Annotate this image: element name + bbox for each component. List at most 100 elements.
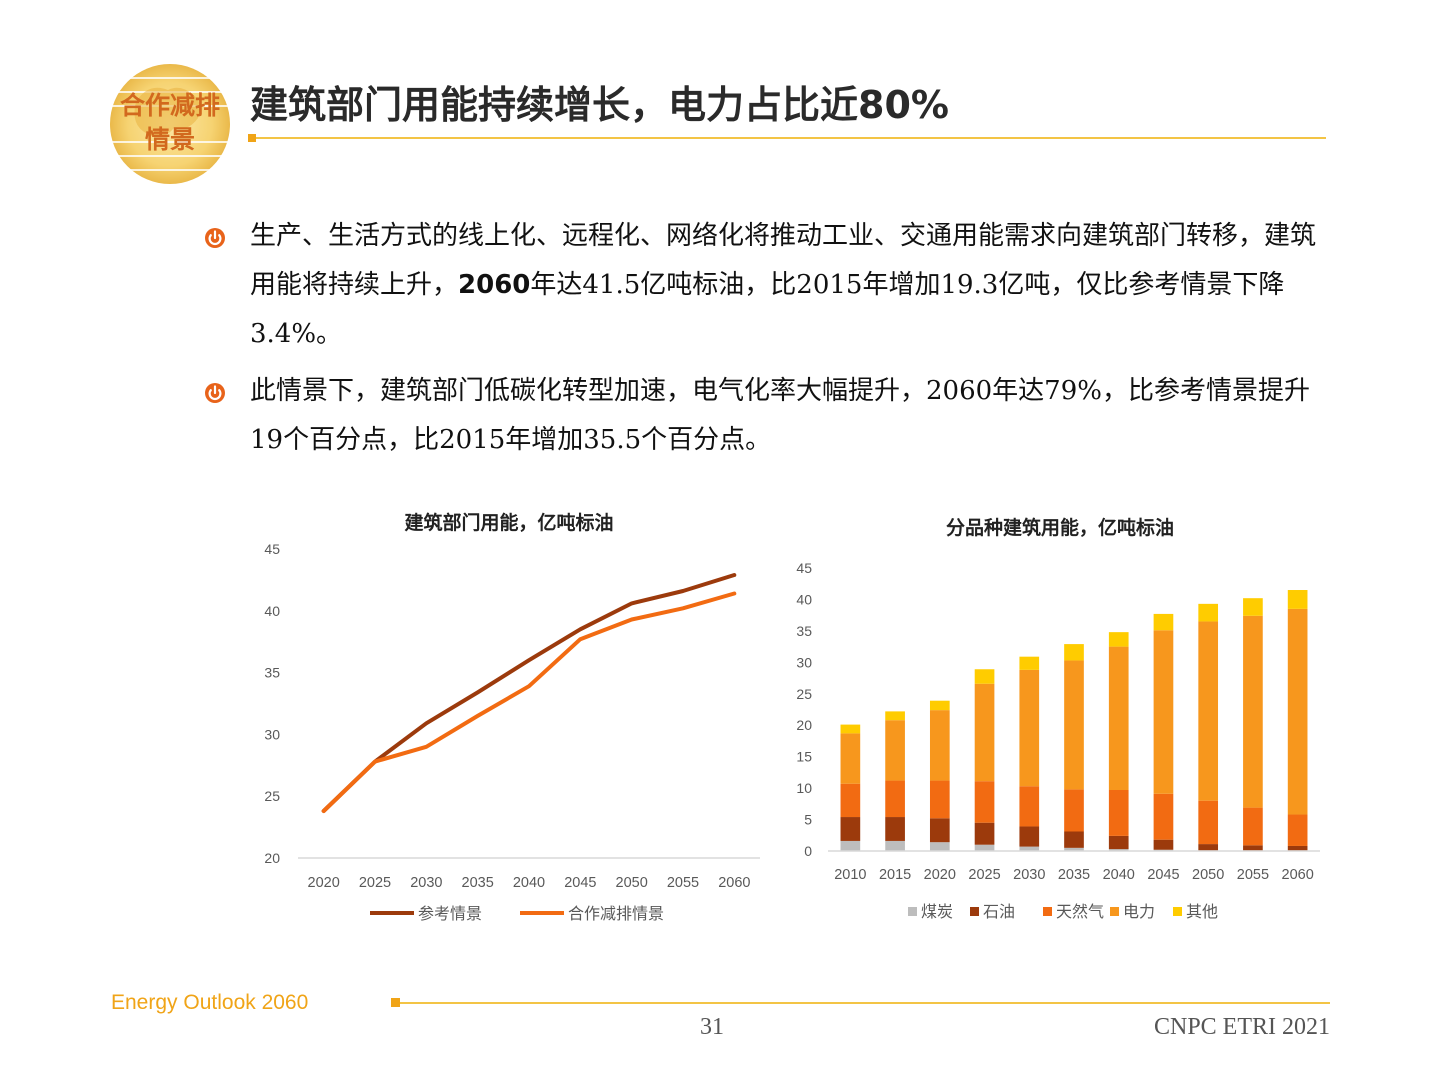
footer-divider-marker [391,998,400,1007]
bar-segment [1243,598,1263,616]
bar-segment [1019,826,1040,847]
x-tick-label: 2020 [924,867,956,883]
y-tick-label: 10 [796,780,812,796]
footer-report-name: Energy Outlook 2060 [111,991,309,1014]
bar-segment [974,822,995,845]
bullet-item-1: 生产、生活方式的线上化、远程化、网络化将推动工业、交通用能需求向建筑部门转移，建… [200,212,1335,359]
line-chart-title: 建筑部门用能，亿吨标油 [404,511,613,534]
bar-segment [840,724,861,734]
y-tick-label: 20 [796,717,812,733]
x-tick-label: 2050 [1192,867,1224,883]
bar-segment [1153,613,1174,631]
logo-text-line2: 情景 [145,125,195,154]
x-tick-label: 2045 [564,875,596,891]
series-line-2 [321,591,737,813]
y-tick-label: 35 [796,623,812,639]
bar-segment [885,840,905,851]
bar-segment [1287,845,1308,851]
legend-label: 参考情景 [418,904,482,923]
power-icon [205,228,225,248]
bar-segment [1243,615,1263,808]
legend-swatch [1110,907,1119,916]
legend-swatch [1173,907,1182,916]
x-tick-label: 2055 [1237,867,1269,883]
bar-segment [1287,608,1308,815]
y-tick-label: 40 [264,603,280,619]
bar-segment [840,840,861,851]
bar-segment [1198,621,1219,801]
legend-label: 合作减排情景 [568,904,664,923]
power-icon [205,383,225,403]
logo-text-line1: 合作减排 [120,91,220,120]
y-tick-label: 5 [804,812,812,828]
legend-label: 煤炭 [921,902,953,921]
x-tick-label: 2040 [1103,867,1135,883]
bar-segment [1019,786,1040,827]
bar-segment [1108,632,1129,647]
bar-segment [1287,814,1308,846]
bar-segment [1064,847,1084,851]
bar-segment [885,780,905,818]
bar-segment [1019,669,1040,787]
bar-segment [1198,800,1219,845]
bar-segment [1243,807,1263,846]
legend-label: 电力 [1123,902,1155,921]
x-tick-label: 2030 [410,875,442,891]
bar-segment [1064,831,1084,848]
bar-segment [840,817,861,841]
y-tick-label: 20 [264,850,280,866]
bar-segment [1108,849,1129,851]
footer-organization: CNPC ETRI 2021 [1153,1014,1330,1040]
bar-chart-title: 分品种建筑用能，亿吨标油 [946,516,1174,539]
x-tick-label: 2050 [616,875,648,891]
bar-segment [1287,590,1308,609]
x-tick-label: 2045 [1147,867,1179,883]
bar-segment [974,844,995,851]
y-tick-label: 25 [796,686,812,702]
x-tick-label: 2030 [1013,867,1045,883]
scenario-logo: 合作减排 情景 [110,64,230,184]
y-tick-label: 45 [264,541,280,557]
bullet-list: 生产、生活方式的线上化、远程化、网络化将推动工业、交通用能需求向建筑部门转移，建… [200,212,1335,473]
bar-segment [1064,789,1084,832]
page-number: 31 [700,1014,724,1040]
y-tick-label: 15 [796,749,812,765]
bullet-item-2: 此情景下，建筑部门低碳化转型加速，电气化率大幅提升，2060年达79%，比参考情… [200,367,1335,465]
y-tick-label: 40 [796,591,812,607]
legend-swatch [908,907,917,916]
legend-swatch [1043,907,1052,916]
legend-swatch [970,907,979,916]
bar-segment [974,669,995,684]
bar-segment [1243,845,1263,851]
x-tick-label: 2035 [1058,867,1090,883]
x-tick-label: 2020 [308,875,340,891]
x-tick-label: 2060 [1282,867,1314,883]
bar-segment [929,710,950,781]
x-tick-label: 2015 [879,867,911,883]
bar-segment [929,818,950,843]
x-tick-label: 2025 [968,867,1000,883]
x-tick-label: 2055 [667,875,699,891]
legend-label: 石油 [983,902,1015,921]
bar-segment [1198,603,1219,622]
bar-segment [1153,630,1174,794]
bar-segment [885,711,905,721]
bar-segment [1108,646,1129,790]
bar-segment [1153,839,1174,850]
y-tick-label: 0 [804,843,812,859]
bullet-1-text-bold: 2060 [458,270,531,300]
series-line-1 [321,573,737,813]
bar-segment [1108,789,1129,836]
x-tick-label: 2035 [462,875,494,891]
title-divider [248,137,1326,139]
y-tick-label: 25 [264,788,280,804]
y-tick-label: 45 [796,560,812,576]
bar-segment [929,700,950,711]
y-tick-label: 30 [264,726,280,742]
legend-label: 其他 [1186,902,1218,921]
bar-segment [929,842,950,851]
bar-segment [1064,644,1084,661]
bar-segment [840,783,861,818]
